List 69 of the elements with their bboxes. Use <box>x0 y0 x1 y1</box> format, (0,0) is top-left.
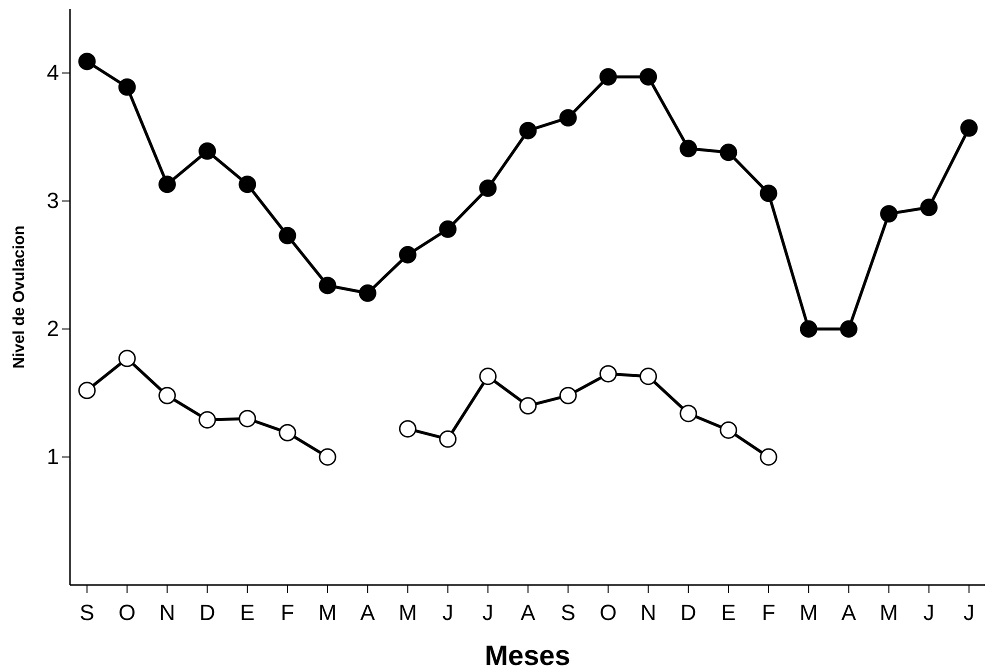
point <box>720 144 738 162</box>
point <box>640 368 657 386</box>
point <box>238 176 256 194</box>
x-tick-label: A <box>520 600 536 626</box>
x-tick-label: N <box>640 600 656 626</box>
point <box>78 52 96 70</box>
x-tick-label: S <box>560 600 576 626</box>
point <box>840 320 858 338</box>
point <box>680 140 698 158</box>
x-tick-label: M <box>799 600 818 626</box>
point <box>599 365 617 383</box>
x-axis-title: Meses <box>484 640 570 671</box>
x-tick-label: J <box>923 600 934 626</box>
x-tick-label: E <box>721 600 736 626</box>
x-tick-label: J <box>482 600 494 626</box>
point <box>519 397 537 415</box>
point <box>158 386 176 404</box>
point <box>880 205 898 223</box>
point <box>118 350 136 368</box>
point <box>960 119 978 137</box>
y-tick-label: 3 <box>46 188 59 214</box>
x-tick-label: N <box>159 600 176 626</box>
point <box>278 226 296 244</box>
point <box>680 404 698 422</box>
point <box>198 411 216 429</box>
point <box>439 430 457 448</box>
x-tick-label: M <box>398 600 417 626</box>
point <box>158 176 176 194</box>
point <box>318 276 336 294</box>
y-axis-title: Nivel de Ovulacion <box>11 225 28 369</box>
point <box>78 382 96 400</box>
point <box>760 448 778 466</box>
point <box>720 421 738 439</box>
point <box>920 198 938 216</box>
x-tick-label: F <box>280 600 294 626</box>
x-tick-label: J <box>442 600 454 626</box>
point <box>599 68 617 86</box>
point <box>358 284 376 302</box>
x-tick-label: M <box>318 600 337 626</box>
point <box>519 122 537 140</box>
point <box>559 109 577 127</box>
point <box>760 184 778 202</box>
x-tick-label: O <box>118 600 136 626</box>
point <box>640 68 657 86</box>
x-tick-label: S <box>80 600 94 626</box>
x-tick-label: D <box>680 600 696 626</box>
x-tick-label: E <box>240 600 255 626</box>
x-tick-label: A <box>360 600 376 626</box>
x-tick-label: M <box>880 600 898 626</box>
point <box>318 448 336 466</box>
point <box>559 386 577 404</box>
point <box>479 179 497 197</box>
x-tick-label: A <box>841 600 856 626</box>
point <box>439 220 457 238</box>
point <box>399 246 416 264</box>
y-tick-label: 4 <box>46 60 59 86</box>
x-tick-label: O <box>600 600 617 626</box>
y-tick-label: 2 <box>46 316 59 342</box>
point <box>238 410 256 428</box>
x-tick-label: J <box>964 600 974 626</box>
point <box>198 142 216 160</box>
point <box>800 320 818 338</box>
y-tick-label: 1 <box>46 444 59 470</box>
point <box>118 78 136 96</box>
x-tick-label: F <box>762 600 776 626</box>
x-tick-label: D <box>199 600 216 626</box>
point <box>399 420 416 438</box>
point <box>479 368 497 386</box>
point <box>278 424 296 442</box>
